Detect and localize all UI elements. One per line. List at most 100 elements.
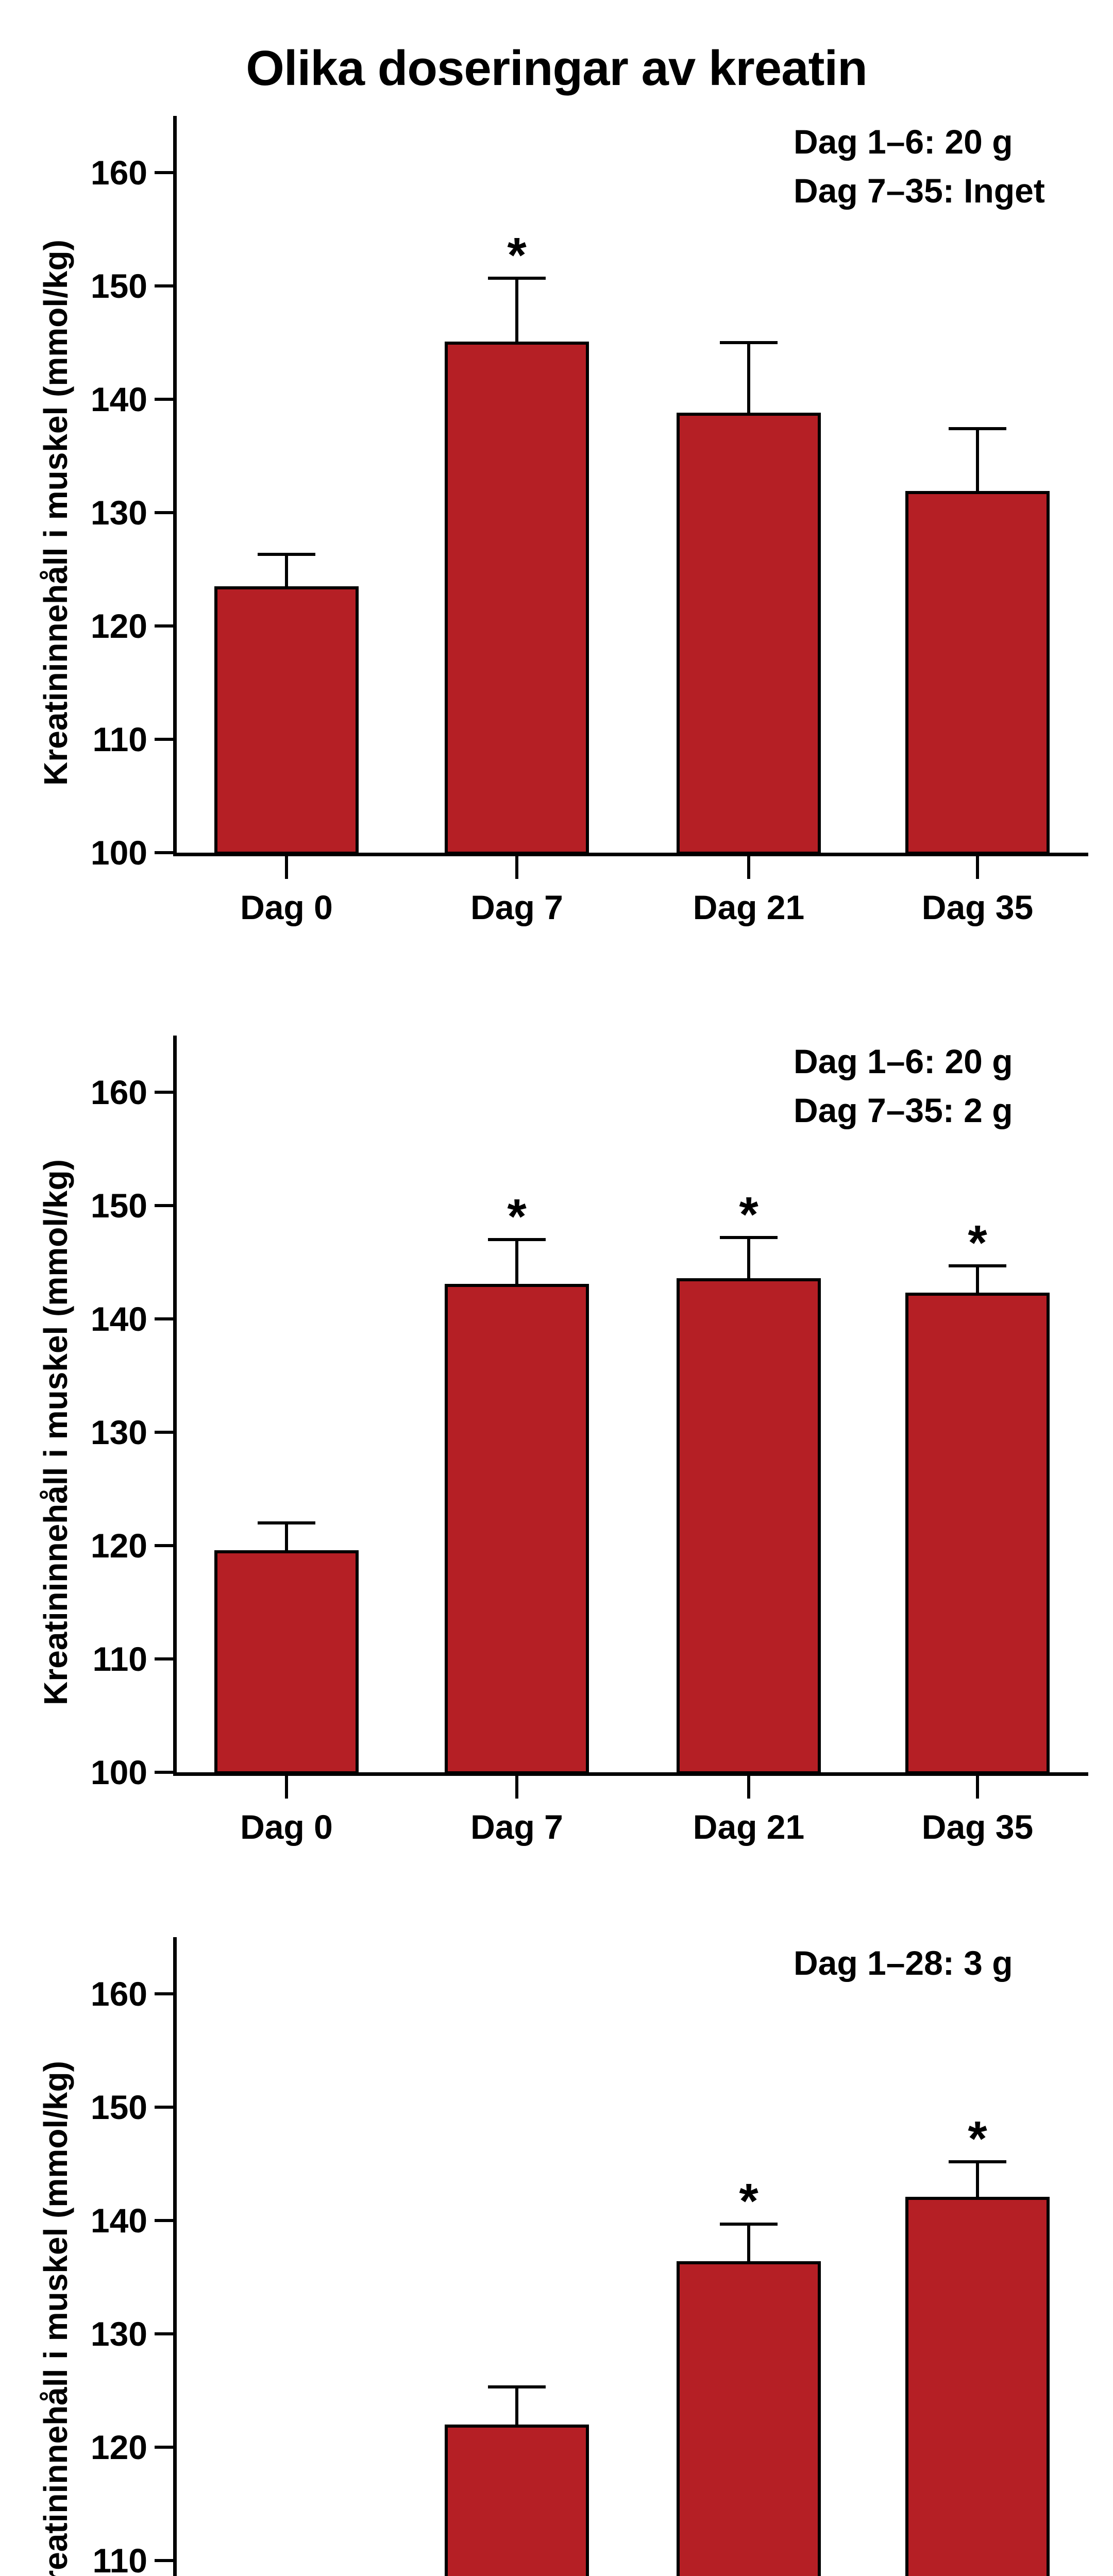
- y-tick: [155, 511, 173, 514]
- error-bar: [976, 429, 979, 492]
- y-tick: [155, 1771, 173, 1774]
- bar: [214, 1550, 359, 1774]
- significance-asterisk: *: [968, 1215, 987, 1270]
- y-tick-label: 120: [90, 1527, 147, 1565]
- y-axis-title: Kreatininnehåll i muskel (mmol/kg): [37, 2061, 74, 2576]
- error-bar: [747, 343, 750, 413]
- y-tick: [155, 2559, 173, 2562]
- x-tick-label: Dag 7: [470, 888, 563, 926]
- y-tick-label: 160: [90, 1975, 147, 2013]
- y-tick-label: 160: [90, 1073, 147, 1111]
- bar: [445, 1283, 589, 1774]
- bar: [445, 341, 589, 855]
- significance-asterisk: *: [968, 2111, 987, 2166]
- significance-asterisk: *: [507, 1189, 527, 1244]
- y-tick: [155, 624, 173, 628]
- y-tick-label: 140: [90, 380, 147, 418]
- x-axis-line: [173, 853, 1088, 856]
- y-tick-label: 150: [90, 1187, 147, 1225]
- x-tick: [515, 856, 518, 879]
- x-tick: [976, 1776, 979, 1799]
- y-tick-label: 100: [90, 1753, 147, 1791]
- y-tick-label: 100: [90, 834, 147, 872]
- x-tick: [747, 1776, 750, 1799]
- x-tick: [285, 1776, 288, 1799]
- error-cap: [488, 2385, 546, 2389]
- bar: [905, 491, 1050, 855]
- error-cap: [488, 1238, 546, 1241]
- error-cap: [720, 1235, 778, 1239]
- figure-title: Olika doseringar av kreatin: [246, 41, 868, 96]
- x-tick-label: Dag 35: [921, 1808, 1034, 1846]
- x-tick-label: Dag 0: [240, 888, 333, 926]
- y-axis-line: [173, 1937, 177, 2576]
- y-tick-label: 130: [90, 1413, 147, 1451]
- error-cap: [488, 276, 546, 280]
- error-cap: [949, 2160, 1006, 2163]
- error-bar: [515, 1240, 518, 1284]
- y-tick-label: 140: [90, 1300, 147, 1338]
- error-bar: [976, 2161, 979, 2197]
- y-tick-label: 150: [90, 267, 147, 305]
- significance-asterisk: *: [739, 2173, 758, 2229]
- x-tick-label: Dag 35: [921, 888, 1034, 926]
- y-axis-line: [173, 1036, 177, 1776]
- bar: [214, 586, 359, 855]
- error-cap: [258, 553, 315, 556]
- y-tick: [155, 738, 173, 741]
- y-tick: [155, 1431, 173, 1434]
- y-tick-label: 120: [90, 607, 147, 645]
- y-tick: [155, 171, 173, 174]
- error-cap: [720, 341, 778, 344]
- dose-annotation-line: Dag 7–35: 2 g: [794, 1091, 1013, 1129]
- chart-loading-then-nothing: 100 110 120 130 140 150 160 Kreatininnehåll i m…: [0, 116, 1113, 992]
- chart-loading-then-2g: 100 110 120 130 140 150 160 Kreatininnehåll i m…: [0, 1036, 1113, 1911]
- x-tick: [285, 856, 288, 879]
- error-bar: [285, 554, 288, 586]
- dose-annotation-line: Dag 1–6: 20 g: [794, 1042, 1013, 1080]
- y-tick: [155, 2446, 173, 2449]
- x-tick: [976, 856, 979, 879]
- y-axis-title: Kreatininnehåll i muskel (mmol/kg): [37, 1159, 74, 1705]
- y-tick-label: 120: [90, 2428, 147, 2466]
- y-tick: [155, 1204, 173, 1207]
- bar: [677, 413, 821, 855]
- y-tick-label: 130: [90, 494, 147, 532]
- error-cap: [949, 1264, 1006, 1267]
- significance-asterisk: *: [739, 1187, 758, 1242]
- y-tick: [155, 1992, 173, 1995]
- error-bar: [747, 1237, 750, 1278]
- y-tick: [155, 1317, 173, 1320]
- y-tick: [155, 1657, 173, 1660]
- error-bar: [515, 278, 518, 342]
- x-tick: [515, 1776, 518, 1799]
- y-tick: [155, 284, 173, 287]
- x-axis-line: [173, 1772, 1088, 1776]
- x-tick-label: Dag 21: [693, 888, 805, 926]
- y-tick: [155, 1091, 173, 1094]
- error-bar: [747, 2224, 750, 2262]
- significance-asterisk: *: [507, 227, 527, 283]
- dose-annotation-line: Dag 7–35: Inget: [794, 172, 1045, 210]
- x-tick-label: Dag 21: [693, 1808, 805, 1846]
- dose-annotation-line: Dag 1–6: 20 g: [794, 123, 1013, 161]
- y-tick-label: 160: [90, 154, 147, 192]
- error-cap: [949, 427, 1006, 431]
- bar: [905, 2196, 1050, 2576]
- error-cap: [720, 2222, 778, 2226]
- y-tick-label: 130: [90, 2315, 147, 2353]
- y-axis-title: Kreatininnehåll i muskel (mmol/kg): [37, 240, 74, 786]
- bar: [905, 1293, 1050, 1774]
- y-tick: [155, 2219, 173, 2222]
- y-tick: [155, 2332, 173, 2335]
- y-tick: [155, 851, 173, 854]
- bar: [445, 2425, 589, 2576]
- y-tick-label: 110: [92, 2541, 147, 2576]
- error-bar: [285, 1523, 288, 1550]
- bar: [677, 2261, 821, 2576]
- x-tick-label: Dag 0: [240, 1808, 333, 1846]
- bar: [677, 1278, 821, 1774]
- error-bar: [976, 1265, 979, 1293]
